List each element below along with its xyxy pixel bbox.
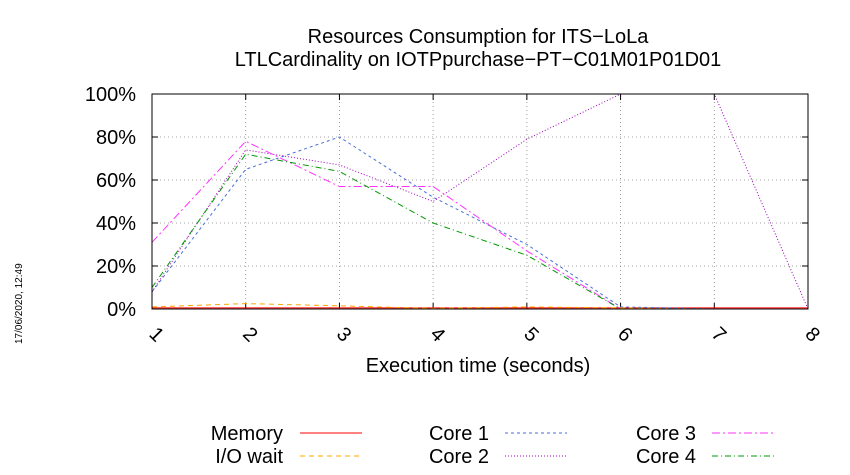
chart-subtitle: LTLCardinality on IOTPpurchase−PT−C01M01… bbox=[235, 49, 722, 71]
y-tick-label: 80% bbox=[96, 127, 136, 149]
y-tick-label: 100% bbox=[85, 84, 136, 106]
legend-label-memory: Memory bbox=[211, 423, 283, 445]
y-tick-label: 0% bbox=[107, 299, 136, 321]
legend-label-core-4: Core 4 bbox=[636, 446, 696, 468]
x-tick-label: 4 bbox=[426, 323, 449, 346]
legend-label-i-o-wait: I/O wait bbox=[215, 446, 283, 468]
x-tick-label: 6 bbox=[613, 323, 636, 346]
x-tick-label: 1 bbox=[145, 323, 168, 346]
legend-label-core-3: Core 3 bbox=[636, 423, 696, 445]
x-tick-label: 2 bbox=[238, 323, 261, 346]
x-axis-label: Execution time (seconds) bbox=[366, 355, 591, 377]
series-line-core-4 bbox=[151, 153, 808, 310]
series-line-core-3 bbox=[151, 140, 808, 310]
axis-ticks: 0% 20% 40% 60% 80% 100% 1 2 3 4 5 6 7 8 bbox=[85, 84, 824, 346]
legend-label-core-1: Core 1 bbox=[429, 423, 489, 445]
y-tick-label: 40% bbox=[96, 213, 136, 235]
chart-title: Resources Consumption for ITS−LoLa bbox=[308, 26, 650, 48]
x-tick-label: 3 bbox=[332, 323, 355, 346]
series-lines bbox=[151, 93, 809, 310]
x-tick-label: 8 bbox=[801, 323, 824, 346]
series-line-core-2 bbox=[151, 93, 809, 310]
x-tick-label: 5 bbox=[519, 323, 542, 346]
x-tick-label: 7 bbox=[707, 323, 730, 346]
y-tick-label: 20% bbox=[96, 256, 136, 278]
series-line-i-o-wait bbox=[151, 303, 808, 310]
grid-lines bbox=[151, 93, 809, 310]
y-tick-label: 60% bbox=[96, 170, 136, 192]
timestamp: 17/06/2020, 12:49 bbox=[14, 263, 25, 344]
legend-label-core-2: Core 2 bbox=[429, 446, 489, 468]
plot-frame bbox=[151, 93, 809, 310]
